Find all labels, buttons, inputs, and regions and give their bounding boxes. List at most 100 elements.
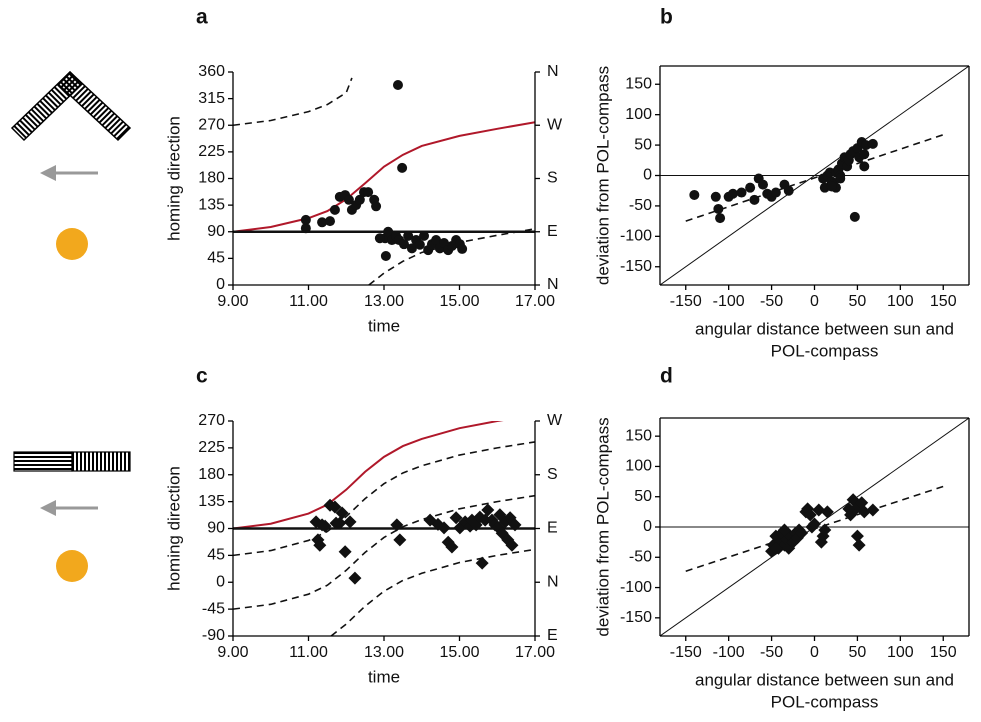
point: [419, 230, 430, 241]
point: [328, 500, 342, 514]
x-tick-label: 9.00: [217, 644, 248, 661]
points: [300, 80, 468, 262]
y-tick-label: -100: [620, 579, 652, 596]
y-tick-label: 150: [625, 75, 652, 92]
point: [390, 518, 404, 532]
y2-tick-label: N: [547, 573, 559, 590]
x-tick-label: 17.00: [515, 293, 555, 310]
point: [803, 508, 817, 522]
y-tick-label: 150: [625, 427, 652, 444]
point: [414, 239, 425, 250]
y-tick-label: -45: [202, 600, 225, 617]
x-tick-label: -150: [670, 293, 702, 310]
y2-tick-label: W: [547, 412, 563, 429]
y2-tick-label: N: [547, 276, 559, 293]
x-axis-label: angular distance between sun and: [695, 319, 954, 338]
y-tick-label: -90: [202, 627, 225, 644]
point: [354, 194, 365, 205]
x-tick-label: 15.00: [439, 644, 479, 661]
point: [808, 517, 821, 531]
point: [300, 223, 311, 234]
point: [783, 185, 794, 196]
y-tick-label: 0: [643, 167, 652, 184]
point: [380, 251, 391, 262]
panel-title: a: [196, 6, 208, 29]
y-tick-label: 45: [207, 250, 225, 267]
x-tick-label: 100: [887, 293, 914, 310]
point: [710, 191, 721, 202]
y-axis-label: deviation from POL-compass: [593, 417, 612, 636]
point: [374, 233, 385, 244]
y-tick-label: 0: [643, 518, 652, 535]
point: [866, 503, 880, 517]
x-axis-label: POL-compass: [771, 341, 879, 360]
x-tick-label: 15.00: [439, 293, 479, 310]
x-axis-label: angular distance between sun and: [695, 670, 954, 689]
point: [457, 243, 468, 254]
point: [383, 226, 394, 237]
point: [335, 506, 349, 520]
x-tick-label: 0: [810, 293, 819, 310]
point: [313, 538, 327, 552]
point: [503, 511, 517, 525]
point: [849, 211, 860, 222]
point: [399, 239, 410, 250]
point: [745, 182, 756, 193]
y-tick-label: -150: [620, 258, 652, 275]
y-tick-label: 100: [625, 458, 652, 475]
point: [392, 80, 403, 91]
curve: [233, 421, 504, 530]
y-tick-label: 50: [634, 136, 652, 153]
x-tick-label: 17.00: [515, 644, 555, 661]
y-tick-label: 50: [634, 488, 652, 505]
x-axis-label: POL-compass: [771, 692, 879, 711]
panel-title: d: [660, 365, 673, 388]
y-axis-label: homing direction: [164, 116, 183, 241]
y-tick-label: 270: [198, 116, 225, 133]
y-tick-label: 360: [198, 63, 225, 80]
point: [777, 523, 791, 537]
point: [300, 214, 311, 225]
x-tick-label: 0: [810, 644, 819, 661]
x-tick-label: 50: [849, 644, 867, 661]
y2-tick-label: E: [547, 223, 558, 240]
point: [431, 235, 442, 246]
point: [820, 505, 834, 519]
point: [844, 508, 858, 522]
x-tick-label: -100: [713, 644, 745, 661]
x-tick-label: 50: [849, 293, 867, 310]
point: [393, 533, 407, 547]
point: [769, 541, 783, 555]
point: [795, 526, 809, 540]
point: [317, 217, 328, 228]
point: [835, 173, 846, 184]
point: [406, 243, 417, 254]
y2-tick-label: W: [547, 116, 563, 133]
point: [397, 162, 408, 173]
y2-tick-label: S: [547, 466, 558, 483]
y-tick-label: 100: [625, 106, 652, 123]
y-tick-label: 315: [198, 90, 225, 107]
point: [812, 503, 826, 517]
y2-tick-label: E: [547, 520, 558, 537]
y-tick-label: -150: [620, 609, 652, 626]
y2-tick-label: E: [547, 627, 558, 644]
x-tick-label: -150: [670, 644, 702, 661]
point: [842, 502, 856, 516]
point: [857, 505, 871, 519]
point: [449, 511, 463, 525]
y-tick-label: 0: [216, 573, 225, 590]
point: [859, 149, 870, 160]
panel: a 0 45 90 135 180 225 270 315 360 9.00 11.00 13.00 15…: [164, 6, 563, 336]
curves: [233, 421, 535, 636]
y-tick-label: 180: [198, 466, 225, 483]
point: [325, 216, 336, 227]
x-tick-label: 11.00: [289, 644, 328, 661]
point: [727, 188, 738, 199]
curve: [233, 121, 535, 233]
point: [333, 516, 347, 530]
y-tick-label: 270: [198, 412, 225, 429]
point: [850, 529, 864, 543]
y-tick-label: -50: [629, 548, 652, 565]
point: [481, 503, 495, 517]
